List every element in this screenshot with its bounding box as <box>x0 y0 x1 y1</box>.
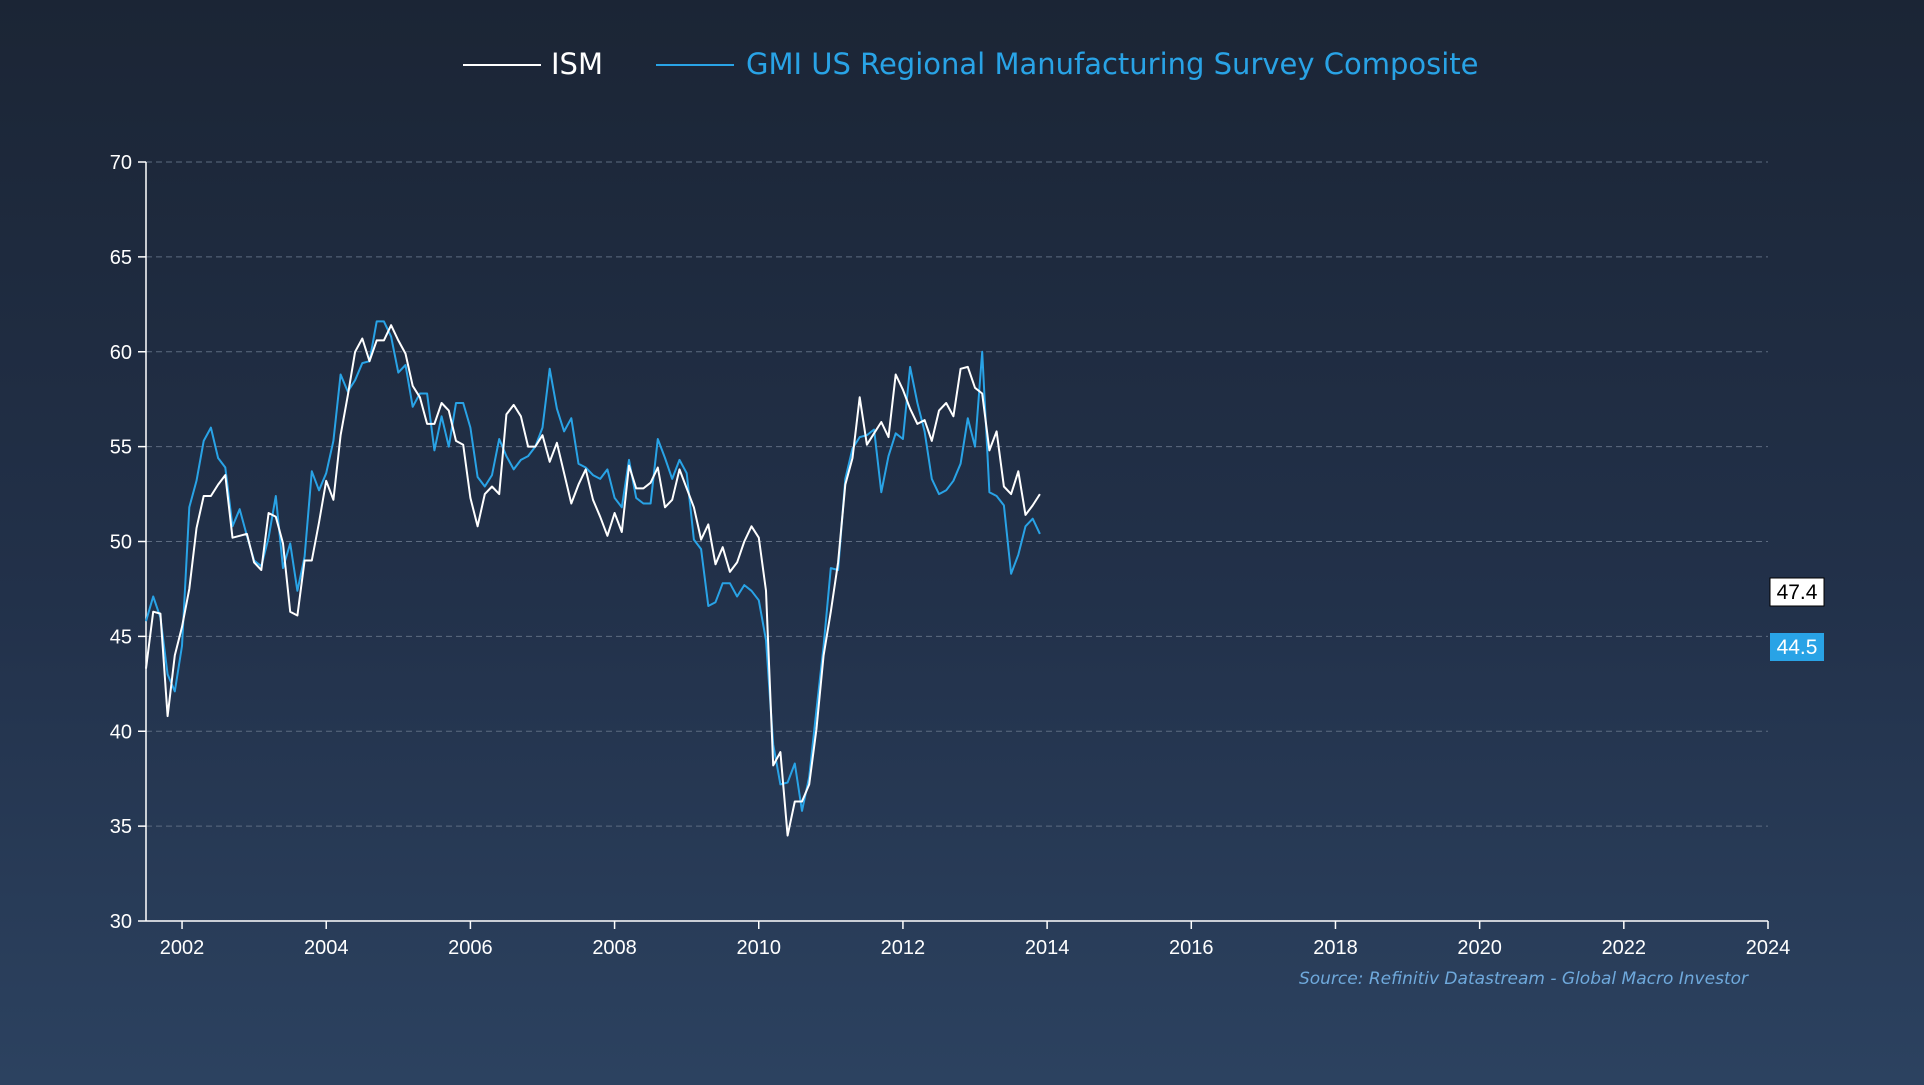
end-label-ism: 47.4 <box>1777 581 1818 604</box>
y-tick-label: 60 <box>110 342 132 364</box>
x-tick-label: 2016 <box>1169 937 1214 959</box>
x-tick-label: 2022 <box>1602 937 1647 959</box>
end-label-box-gmi <box>1770 633 1824 661</box>
x-tick-label: 2004 <box>304 937 349 959</box>
y-tick-label: 30 <box>110 911 132 933</box>
y-tick-label: 50 <box>110 532 132 554</box>
series-line-ism <box>145 324 1041 837</box>
legend-label-gmi: GMI US Regional Manufacturing Survey Com… <box>746 47 1479 81</box>
axes: 30 35 40 45 50 55 60 65 70 2002 2004 2006 2008 2010 20… <box>110 152 1791 959</box>
y-tick-label: 35 <box>110 816 132 838</box>
x-tick-label: 2010 <box>737 937 782 959</box>
x-tick-label: 2018 <box>1313 937 1358 959</box>
y-tick-label: 45 <box>110 626 132 648</box>
x-tick-label: 2012 <box>881 937 926 959</box>
y-tick-label: 55 <box>110 437 132 459</box>
legend-label-ism: ISM <box>551 47 603 81</box>
y-tick-label: 40 <box>110 721 132 743</box>
x-tick-label: 2024 <box>1746 937 1791 959</box>
end-label-gmi: 44.5 <box>1777 636 1818 659</box>
series-line-gmi <box>145 320 1041 812</box>
grid <box>146 161 1768 827</box>
source-note: Source: Refinitiv Datastream - Global Ma… <box>1299 969 1749 989</box>
legend: ISM GMI US Regional Manufacturing Survey… <box>463 47 1479 81</box>
y-tick-label: 65 <box>110 247 132 269</box>
x-tick-label: 2020 <box>1457 937 1502 959</box>
x-tick-label: 2006 <box>448 937 493 959</box>
end-label-box-ism <box>1769 577 1825 607</box>
x-tick-label: 2002 <box>160 937 205 959</box>
x-tick-label: 2008 <box>592 937 637 959</box>
series-layer <box>145 320 1041 837</box>
x-tick-label: 2014 <box>1025 937 1070 959</box>
y-tick-label: 70 <box>110 152 132 174</box>
end-labels: 47.4 44.5 <box>1769 577 1825 661</box>
